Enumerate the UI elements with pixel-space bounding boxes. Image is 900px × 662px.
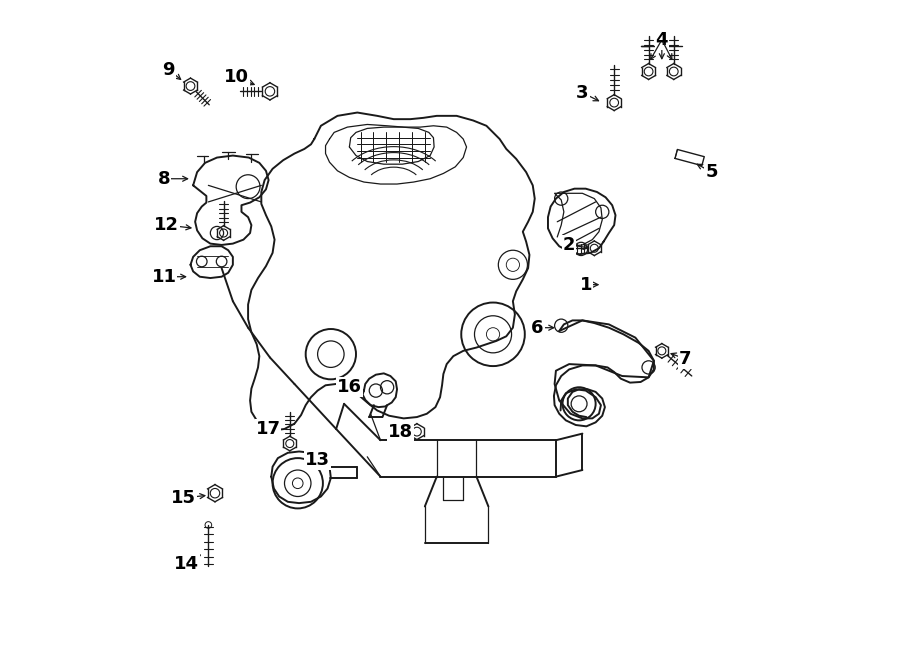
Text: 2: 2 <box>562 236 575 254</box>
Text: 8: 8 <box>158 169 170 188</box>
Text: 1: 1 <box>580 275 592 294</box>
Text: 5: 5 <box>706 163 717 181</box>
Text: 17: 17 <box>256 420 281 438</box>
Text: 6: 6 <box>531 318 544 337</box>
Text: 10: 10 <box>224 68 249 87</box>
Text: 18: 18 <box>388 422 413 441</box>
Text: 16: 16 <box>337 378 362 397</box>
Text: 9: 9 <box>162 60 175 79</box>
Text: 11: 11 <box>151 267 176 286</box>
Text: 14: 14 <box>174 555 199 573</box>
Text: 7: 7 <box>679 350 691 368</box>
Text: 15: 15 <box>171 489 196 507</box>
Text: 4: 4 <box>655 30 668 49</box>
Text: 13: 13 <box>305 451 330 469</box>
Text: 12: 12 <box>154 216 179 234</box>
Text: 3: 3 <box>576 83 589 102</box>
